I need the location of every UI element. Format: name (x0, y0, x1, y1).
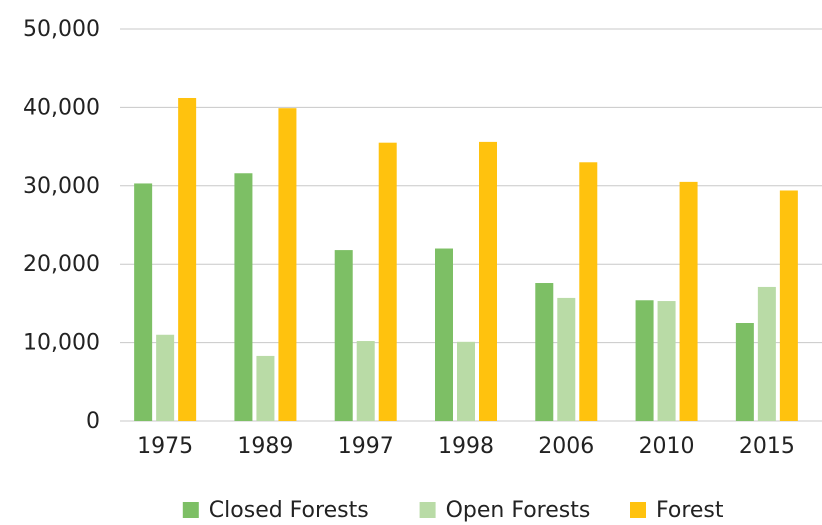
bar (779, 190, 798, 421)
bar (479, 141, 497, 421)
y-tick-label: 0 (86, 409, 100, 434)
bar (735, 323, 754, 421)
bar (635, 300, 654, 421)
bar (234, 173, 253, 421)
bar (579, 162, 598, 421)
x-tick-label: 1998 (438, 434, 494, 459)
bar (657, 301, 676, 421)
x-tick-label: 1975 (137, 434, 193, 459)
legend-label: Open Forests (446, 498, 591, 523)
bar (134, 183, 153, 421)
bar (278, 108, 297, 422)
x-tick-label: 1997 (338, 434, 394, 459)
bar (535, 283, 554, 421)
bar (435, 248, 453, 421)
bar (356, 341, 375, 421)
y-tick-label: 40,000 (23, 95, 100, 120)
bar (378, 142, 397, 421)
legend-label: Closed Forests (209, 498, 369, 523)
x-tick-label: 1989 (237, 434, 293, 459)
x-tick-label: 2010 (639, 434, 695, 459)
legend-swatch (182, 502, 199, 518)
y-tick-label: 30,000 (23, 174, 100, 199)
y-tick-label: 50,000 (23, 17, 100, 42)
y-tick-label: 10,000 (23, 331, 100, 356)
x-tick-label: 2015 (739, 434, 795, 459)
legend-swatch (630, 502, 646, 518)
bar (334, 250, 353, 421)
y-tick-label: 20,000 (23, 252, 100, 277)
bar (679, 181, 698, 421)
bar (256, 355, 275, 421)
bar (757, 286, 776, 421)
bar (156, 334, 175, 421)
bar (178, 97, 197, 421)
bar (457, 341, 475, 421)
bar (557, 297, 576, 421)
legend-swatch (419, 502, 436, 518)
x-tick-label: 2006 (538, 434, 594, 459)
legend-label: Forest (656, 498, 724, 523)
